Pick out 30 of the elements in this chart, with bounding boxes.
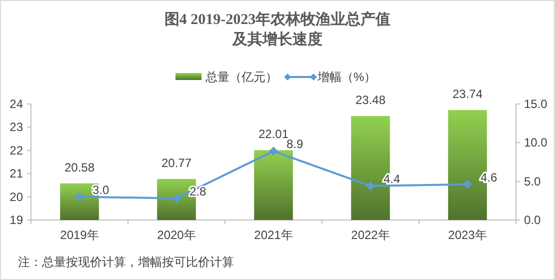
chart-title: 图4 2019-2023年农林牧渔业总产值及其增长速度 — [164, 11, 391, 48]
point — [172, 194, 181, 203]
y2-tick-label: 15.0 — [524, 97, 548, 111]
point — [269, 146, 278, 156]
point — [75, 192, 84, 202]
data-label: 8.9 — [286, 137, 304, 152]
y2-tick-label: 5.0 — [524, 174, 542, 188]
y-tick-label: 19 — [10, 213, 24, 227]
x-tick-label: 2021年 — [254, 228, 293, 242]
y-tick-label: 21 — [10, 166, 24, 181]
x-tick-label: 2020年 — [157, 228, 196, 242]
legend-label: 增幅（%） — [316, 70, 376, 84]
y-tick-label: 22 — [10, 143, 24, 158]
data-label: 20.77 — [161, 156, 192, 170]
y-tick-label: 24 — [10, 97, 24, 111]
text: 注：总量按现价计算，增幅按可比价计算 — [18, 255, 234, 269]
point — [366, 181, 375, 190]
data-label: 20.58 — [64, 160, 95, 174]
legend-label: 总量（亿元） — [204, 70, 278, 84]
data-label: 23.48 — [355, 93, 386, 108]
x-tick-label: 2019年 — [60, 228, 99, 242]
y-tick-label: 20 — [10, 190, 24, 204]
x-tick-label: 2023年 — [448, 228, 487, 242]
x-tick-label: 2022年 — [351, 228, 390, 242]
data-label: 22.01 — [258, 127, 289, 142]
y2-tick-label: 10.0 — [524, 136, 548, 150]
data-label: 23.74 — [452, 87, 483, 102]
y2-tick-label: 0.0 — [524, 213, 542, 227]
point — [463, 180, 472, 189]
y-tick-label: 23 — [10, 120, 24, 134]
